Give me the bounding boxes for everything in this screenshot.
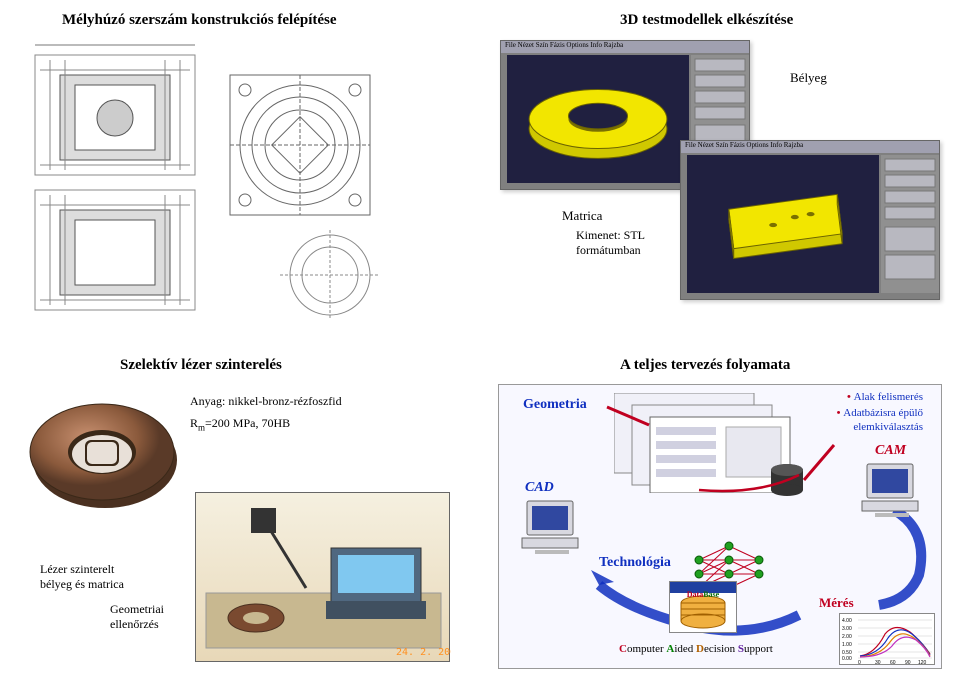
heading-full-process: A teljes tervezés folyamata: [620, 357, 790, 374]
cad-viewport: [507, 55, 689, 183]
quadrant-top-right: 3D testmodellek elkészítése File Nézet S…: [480, 0, 960, 342]
sintered-ring-photo: [25, 390, 180, 520]
cam-tag: CAM: [875, 443, 945, 459]
process-flow-container: Geometria Alak felismerés Adatbázisra ép…: [498, 384, 942, 669]
heading-3d-models: 3D testmodellek elkészítése: [620, 12, 793, 29]
engineering-drawings: [20, 40, 460, 330]
label-kimenet1: Kimenet: STL: [576, 228, 645, 243]
label-lezer1: Lézer szinterelt: [40, 562, 114, 577]
label-meres: Mérés: [819, 595, 854, 611]
cad-menubar: File Nézet Szín Fázis Options Info Rajzb…: [501, 41, 749, 53]
cad-viewport-2: [687, 155, 879, 293]
rm-rest: =200 MPa, 70HB: [205, 416, 290, 430]
svg-text:120: 120: [918, 660, 927, 666]
quadrant-bottom-right: A teljes tervezés folyamata Geometria Al…: [480, 342, 960, 684]
label-matrica: Matrica: [562, 208, 602, 224]
label-geo2: ellenőrzés: [110, 617, 159, 632]
measurement-graph: 4.003.002.00 1.000.500.00 03060 90120: [839, 613, 935, 665]
svg-text:24. 2. 2000: 24. 2. 2000: [396, 647, 451, 658]
quadrant-bottom-left: Szelektív lézer szinterelés Anyag: nikke…: [0, 342, 480, 684]
cad-sidepanel-2: [881, 155, 939, 293]
label-belyeg: Bélyeg: [790, 70, 827, 86]
svg-text:3.00: 3.00: [842, 626, 852, 632]
cads-c: C: [619, 643, 627, 655]
svg-text:0.00: 0.00: [842, 656, 852, 662]
cam-computer: CAM: [857, 443, 927, 524]
cads-s-rest: upport: [744, 643, 773, 655]
svg-text:0: 0: [858, 660, 861, 666]
quadrant-top-left: Mélyhúzó szerszám konstrukciós felépítés…: [0, 0, 480, 342]
cad-menubar-2: File Nézet Szín Fázis Options Info Rajzb…: [681, 141, 939, 153]
cads-c-rest: omputer: [627, 643, 666, 655]
cad-tag: CAD: [525, 480, 595, 496]
cads-d: D: [696, 643, 704, 655]
label-technologia: Technológia: [599, 555, 671, 571]
cads-line: Computer Aided Decision Support: [619, 643, 773, 655]
label-geo1: Geometriai: [110, 602, 164, 617]
label-kimenet2: formátumban: [576, 243, 641, 258]
database-window: DataBase: [669, 581, 737, 633]
cad-window-belyeg: File Nézet Szín Fázis Options Info Rajzb…: [680, 140, 940, 300]
svg-text:1.00: 1.00: [842, 642, 852, 648]
rm-prefix: R: [190, 416, 198, 430]
cads-a-rest: ided: [674, 643, 696, 655]
svg-text:60: 60: [890, 660, 896, 666]
cad-computer: CAD: [517, 480, 587, 561]
svg-text:30: 30: [875, 660, 881, 666]
svg-text:4.00: 4.00: [842, 618, 852, 624]
rm-sub: m: [198, 422, 205, 432]
equipment-photo: 24. 2. 2000: [195, 492, 450, 662]
heading-tool-construction: Mélyhúzó szerszám konstrukciós felépítés…: [62, 12, 337, 29]
heading-sls: Szelektív lézer szinterelés: [120, 357, 282, 374]
label-anyag: Anyag: nikkel-bronz-rézfoszfid: [190, 394, 342, 409]
label-lezer2: bélyeg és matrica: [40, 577, 124, 592]
cads-d-rest: ecision: [704, 643, 738, 655]
label-rm: Rm=200 MPa, 70HB: [190, 416, 290, 432]
svg-text:2.00: 2.00: [842, 634, 852, 640]
svg-text:90: 90: [905, 660, 911, 666]
